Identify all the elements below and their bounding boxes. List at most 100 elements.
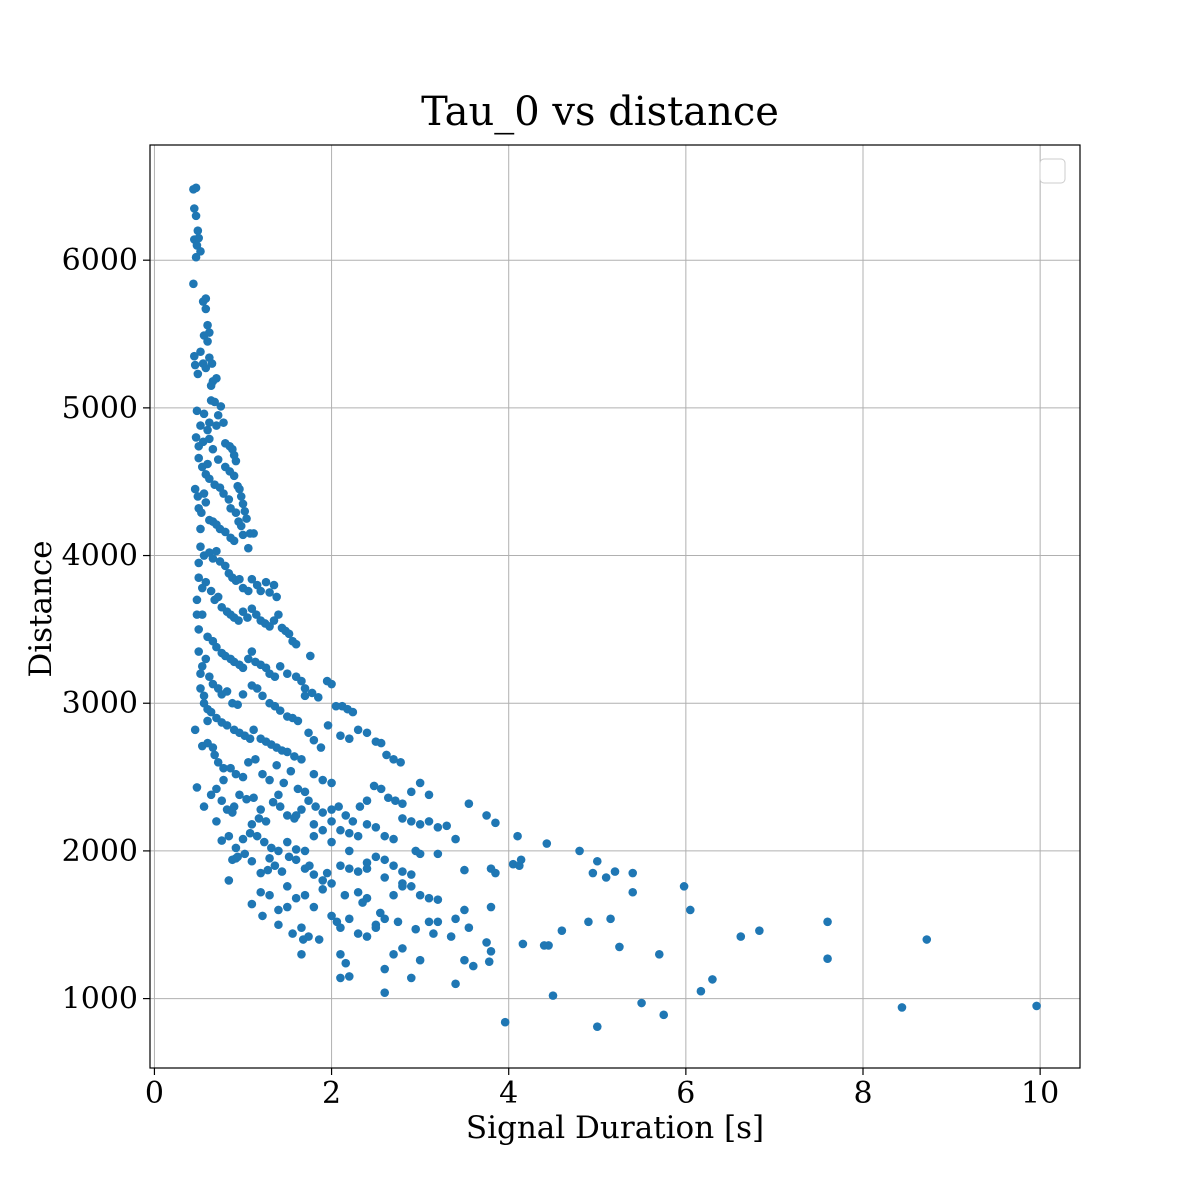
data-point bbox=[429, 929, 438, 938]
data-point bbox=[344, 734, 354, 743]
data-point bbox=[203, 716, 212, 726]
data-point bbox=[229, 471, 239, 481]
data-point bbox=[282, 669, 292, 678]
data-point bbox=[679, 882, 689, 891]
data-point bbox=[406, 973, 416, 983]
data-point bbox=[217, 836, 227, 845]
data-point bbox=[362, 864, 372, 873]
data-point bbox=[277, 867, 287, 876]
x-tick-label: 2 bbox=[322, 1076, 341, 1111]
data-point bbox=[206, 381, 216, 391]
data-point bbox=[376, 738, 386, 748]
data-point bbox=[249, 529, 258, 538]
data-point bbox=[203, 459, 212, 469]
data-point bbox=[196, 684, 205, 693]
data-point bbox=[206, 707, 216, 717]
data-point bbox=[212, 421, 221, 430]
data-point bbox=[268, 797, 278, 807]
data-point bbox=[659, 1010, 669, 1020]
data-point bbox=[344, 864, 354, 873]
data-point bbox=[196, 421, 205, 430]
data-point bbox=[291, 845, 301, 854]
data-point bbox=[433, 822, 443, 832]
data-point bbox=[327, 805, 336, 814]
data-point bbox=[736, 932, 746, 941]
data-point bbox=[293, 716, 303, 726]
data-point bbox=[190, 725, 200, 735]
data-point bbox=[265, 588, 274, 597]
data-point bbox=[755, 926, 764, 935]
data-point bbox=[383, 793, 393, 803]
data-point bbox=[398, 882, 407, 891]
data-point bbox=[282, 902, 292, 912]
data-point bbox=[460, 865, 469, 875]
data-point bbox=[244, 758, 253, 767]
data-point bbox=[606, 914, 615, 924]
data-point bbox=[269, 580, 279, 590]
data-point bbox=[203, 320, 212, 330]
data-point bbox=[460, 955, 469, 965]
x-tick-label: 8 bbox=[853, 1076, 872, 1111]
data-point bbox=[274, 610, 283, 619]
data-point bbox=[206, 790, 216, 800]
data-point bbox=[235, 790, 244, 800]
data-point bbox=[190, 484, 200, 494]
data-point bbox=[224, 495, 234, 504]
data-point bbox=[362, 932, 372, 941]
data-point bbox=[197, 610, 207, 619]
data-point bbox=[380, 988, 390, 997]
data-point bbox=[340, 890, 350, 900]
data-point bbox=[199, 698, 209, 708]
data-point bbox=[229, 802, 239, 811]
data-point bbox=[433, 917, 443, 927]
data-point bbox=[823, 917, 832, 927]
data-point bbox=[362, 728, 372, 738]
data-point bbox=[322, 868, 332, 878]
data-point bbox=[206, 586, 216, 596]
data-point bbox=[194, 453, 204, 463]
data-point bbox=[208, 444, 218, 454]
data-point bbox=[240, 506, 250, 516]
data-point bbox=[189, 204, 199, 213]
data-point bbox=[362, 858, 372, 868]
plot-area-frame bbox=[149, 144, 1081, 1069]
data-point bbox=[491, 868, 500, 878]
data-point bbox=[341, 958, 351, 968]
data-point bbox=[311, 802, 320, 811]
data-point bbox=[231, 853, 241, 863]
data-point bbox=[291, 855, 301, 865]
data-point bbox=[290, 752, 299, 761]
data-point bbox=[389, 861, 398, 870]
data-point bbox=[344, 846, 354, 856]
data-point bbox=[291, 639, 301, 649]
data-point bbox=[341, 811, 351, 820]
data-point bbox=[298, 935, 308, 944]
data-point bbox=[406, 787, 416, 797]
data-point bbox=[391, 796, 400, 805]
data-point bbox=[371, 852, 381, 862]
data-point bbox=[194, 558, 204, 568]
data-point bbox=[542, 839, 552, 848]
data-point bbox=[348, 707, 358, 717]
data-point bbox=[213, 592, 223, 602]
data-point bbox=[196, 524, 205, 534]
data-point bbox=[205, 434, 214, 444]
y-tick-label: 4000 bbox=[62, 539, 138, 574]
data-point bbox=[406, 870, 416, 879]
data-point bbox=[389, 834, 398, 844]
y-axis-ticks: 1000 2000 3000 4000 5000 6000 bbox=[62, 243, 150, 1017]
data-point bbox=[518, 939, 528, 949]
data-point bbox=[415, 955, 425, 965]
data-point bbox=[212, 374, 221, 383]
data-point bbox=[208, 743, 218, 752]
data-point bbox=[637, 998, 646, 1008]
data-point bbox=[267, 843, 276, 853]
data-point bbox=[247, 820, 257, 829]
data-point bbox=[539, 941, 549, 950]
data-point bbox=[274, 790, 283, 800]
data-point bbox=[199, 489, 209, 498]
data-point bbox=[398, 944, 407, 953]
data-point bbox=[389, 890, 398, 900]
data-point bbox=[191, 433, 201, 442]
data-point bbox=[275, 802, 285, 811]
